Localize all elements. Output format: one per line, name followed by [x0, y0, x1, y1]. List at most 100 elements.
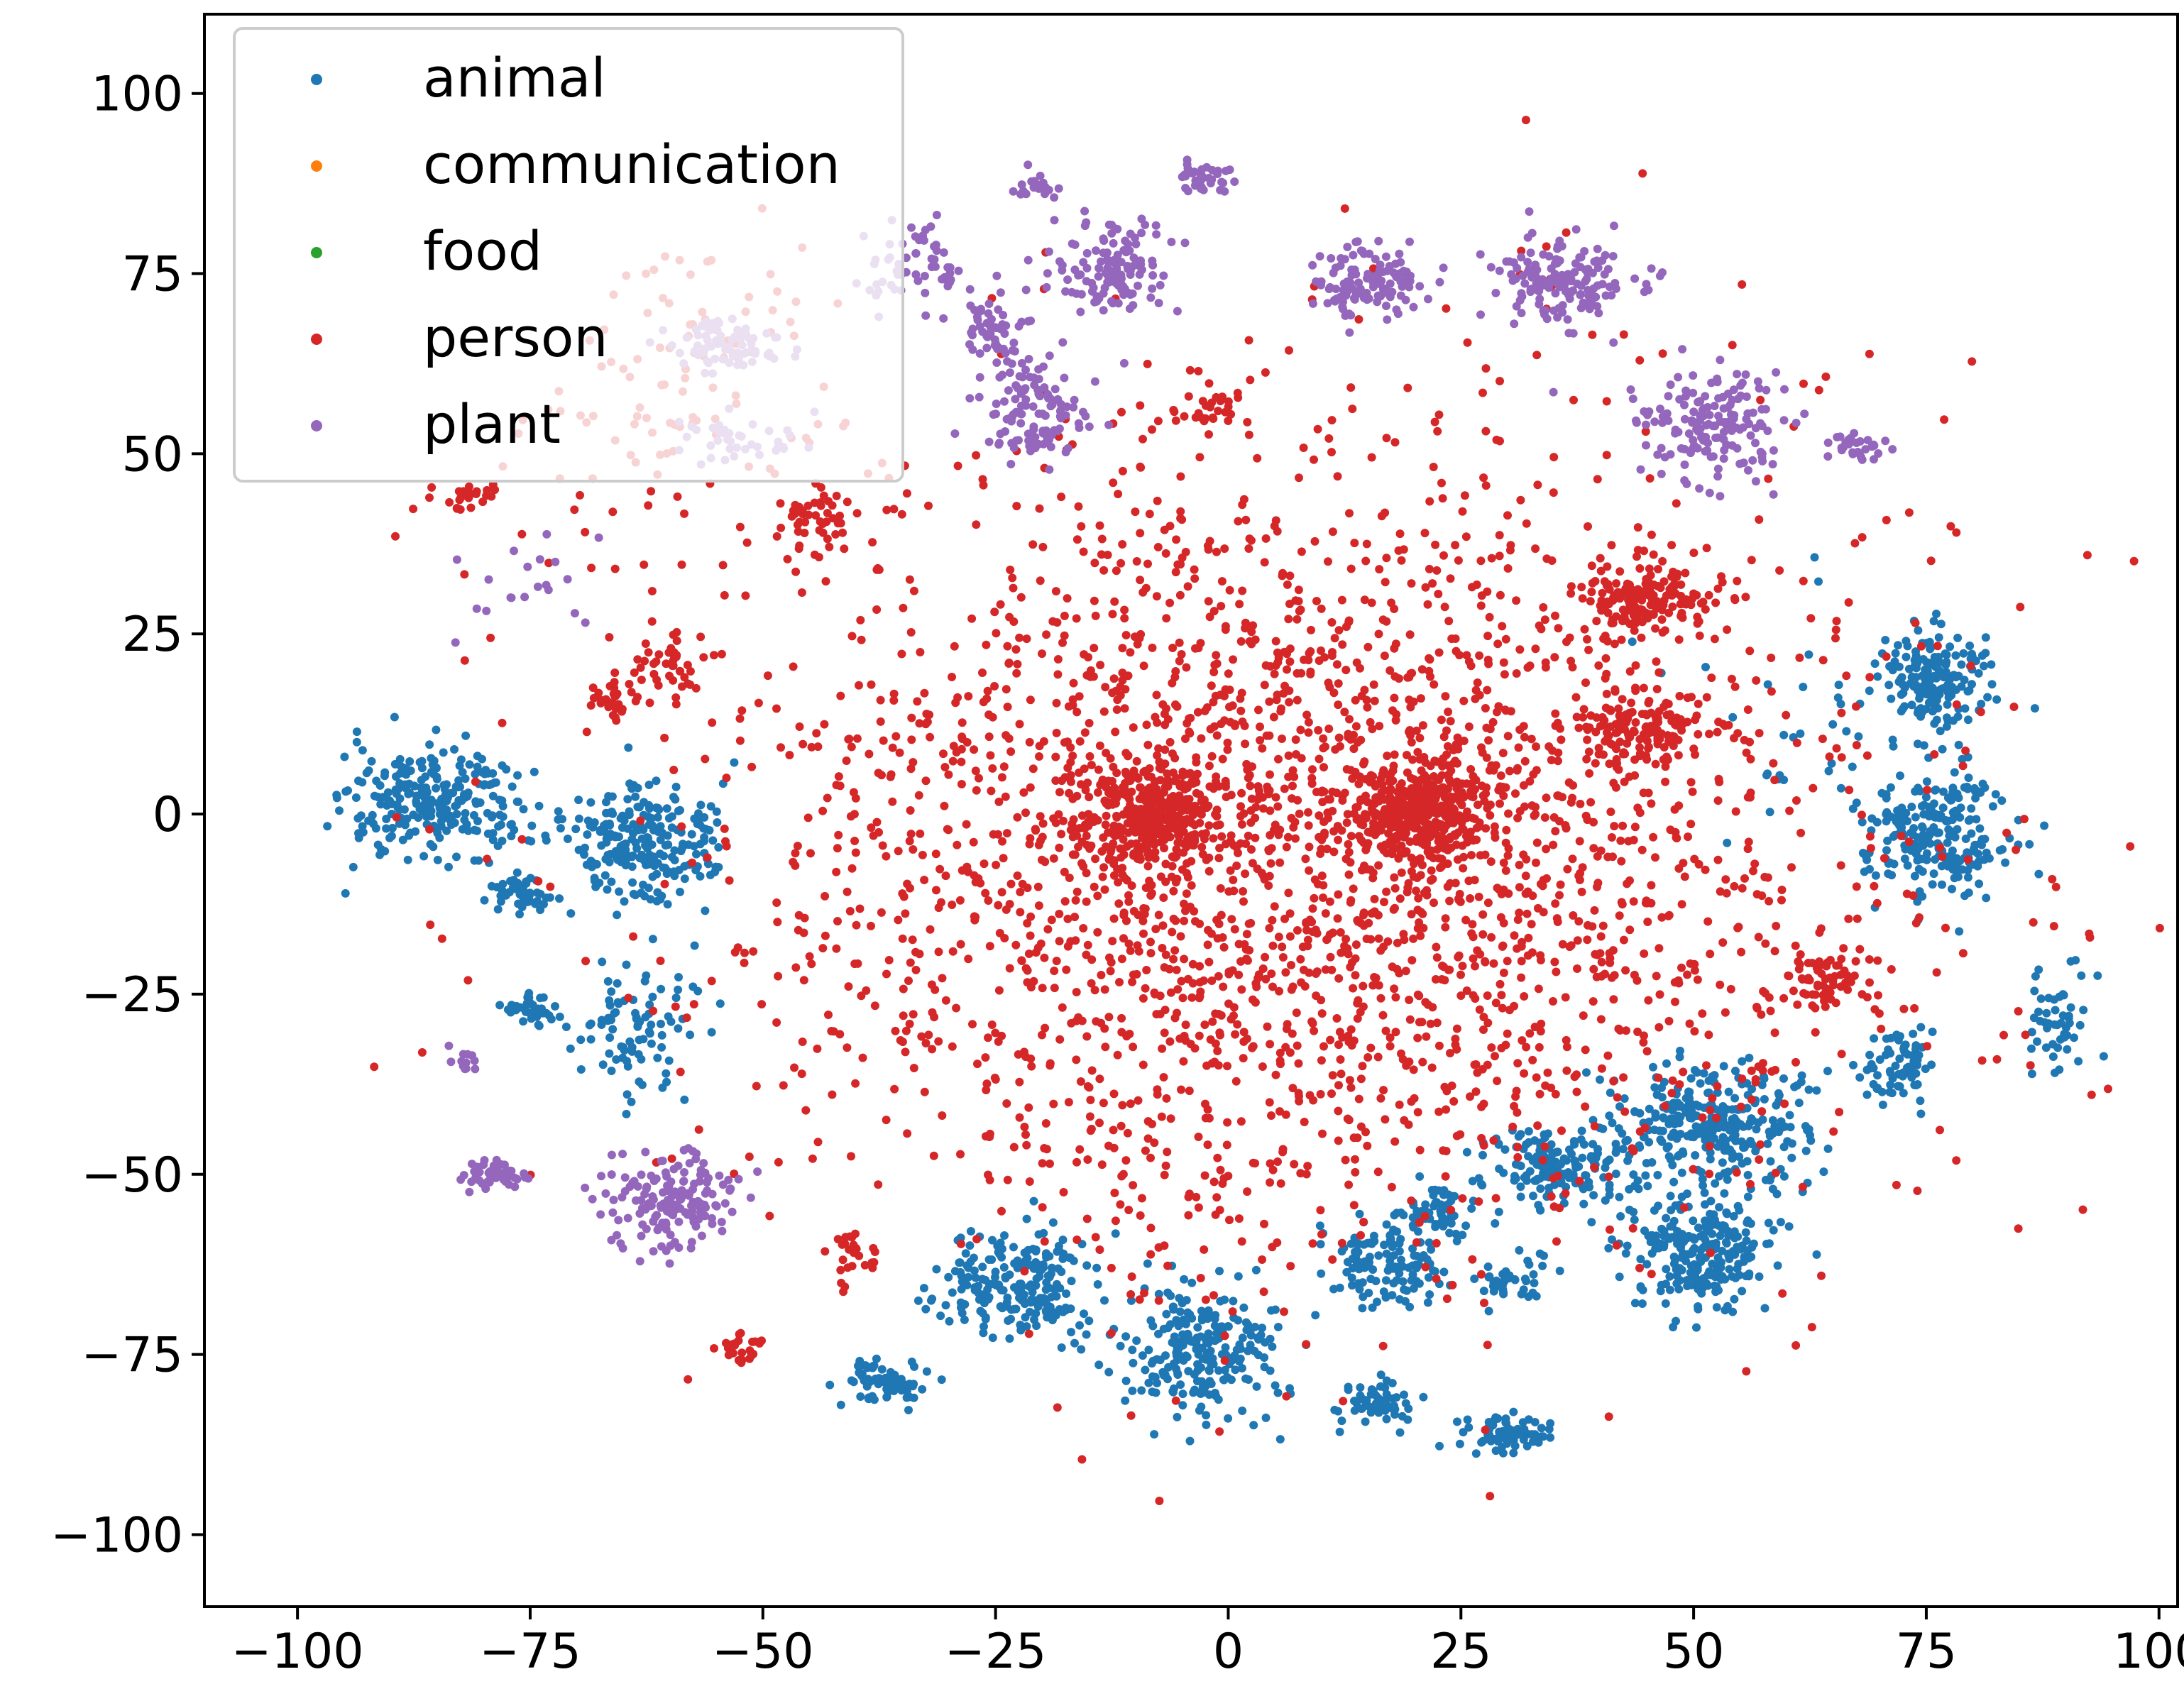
point-animal: [1730, 1130, 1740, 1140]
point-animal: [1244, 1346, 1253, 1355]
point-animal: [1630, 1107, 1640, 1116]
point-person: [680, 509, 688, 518]
point-animal: [527, 821, 537, 830]
point-animal: [1932, 661, 1941, 671]
point-person: [1082, 897, 1091, 906]
point-animal: [1787, 1153, 1796, 1162]
point-animal: [1357, 1404, 1366, 1413]
point-person: [1293, 695, 1302, 705]
point-person: [985, 1129, 994, 1138]
point-person: [1100, 885, 1109, 894]
point-person: [1324, 557, 1332, 566]
point-person: [1253, 864, 1262, 874]
point-animal: [941, 1301, 950, 1310]
point-animal: [1713, 1253, 1723, 1262]
point-person: [740, 948, 749, 957]
point-animal: [1025, 1307, 1034, 1316]
point-person: [1425, 497, 1434, 506]
point-person: [1547, 756, 1556, 764]
point-person: [1400, 1116, 1409, 1125]
point-person: [972, 786, 981, 795]
point-person: [1213, 1047, 1222, 1055]
point-animal: [1421, 1200, 1430, 1209]
point-animal: [1955, 857, 1965, 866]
point-person: [1160, 963, 1169, 972]
point-person: [1533, 480, 1542, 490]
point-person: [1087, 955, 1097, 964]
point-person: [1417, 665, 1427, 674]
point-animal: [1067, 1328, 1075, 1337]
point-person: [1617, 635, 1626, 644]
point-animal: [1005, 1334, 1014, 1343]
point-person: [1038, 1159, 1047, 1168]
point-person: [1391, 639, 1400, 649]
point-person: [1006, 566, 1015, 574]
point-person: [1390, 984, 1399, 994]
point-person: [1880, 854, 1889, 863]
point-person: [979, 859, 989, 869]
point-animal: [1703, 1120, 1712, 1129]
point-person: [856, 615, 865, 624]
point-animal: [1948, 846, 1957, 855]
point-animal: [1849, 1060, 1858, 1069]
point-person: [1617, 898, 1626, 907]
point-animal: [1058, 1307, 1068, 1316]
point-animal: [1909, 1029, 1918, 1038]
point-person: [1205, 866, 1214, 876]
point-animal: [1694, 1304, 1703, 1314]
point-person: [2155, 923, 2164, 932]
point-person: [1852, 702, 1860, 711]
point-animal: [539, 993, 548, 1002]
point-person: [907, 713, 916, 722]
point-animal: [1937, 862, 1946, 871]
point-animal: [1963, 784, 1972, 793]
point-animal: [1535, 1249, 1544, 1258]
point-person: [1304, 717, 1313, 727]
point-person: [1099, 707, 1109, 716]
point-animal: [1483, 1262, 1493, 1271]
point-person: [1287, 985, 1296, 994]
point-animal: [1379, 1287, 1388, 1297]
point-animal: [1916, 1096, 1925, 1106]
point-animal: [1911, 813, 1920, 822]
point-person: [1169, 914, 1178, 923]
point-animal: [2044, 994, 2053, 1003]
point-animal: [1657, 1083, 1666, 1092]
point-animal: [1786, 1123, 1795, 1132]
point-person: [1242, 930, 1251, 939]
point-person: [1489, 1136, 1498, 1145]
point-animal: [1975, 879, 1984, 888]
point-animal: [2065, 1018, 2074, 1028]
point-person: [1031, 826, 1041, 835]
point-animal: [659, 863, 668, 872]
point-person: [1278, 734, 1286, 743]
point-animal: [981, 1313, 990, 1322]
point-person: [1442, 1105, 1451, 1114]
point-person: [1114, 490, 1123, 499]
point-animal: [2040, 821, 2049, 830]
point-person: [1143, 740, 1153, 749]
point-person: [1340, 204, 1349, 213]
point-person: [1491, 1052, 1499, 1061]
point-animal: [1729, 1211, 1738, 1221]
point-person: [1153, 718, 1162, 727]
point-animal: [1752, 1125, 1761, 1134]
point-person: [1229, 655, 1238, 664]
point-person: [973, 1060, 982, 1069]
point-person: [1195, 1031, 1204, 1040]
point-person: [1324, 725, 1334, 733]
point-person: [1932, 968, 1941, 977]
point-animal: [1697, 1167, 1706, 1177]
point-animal: [1390, 1401, 1398, 1410]
point-animal: [922, 1367, 931, 1376]
point-person: [1348, 405, 1357, 414]
point-animal: [1943, 700, 1952, 709]
point-person: [1359, 981, 1368, 991]
point-person: [1407, 956, 1417, 965]
point-animal: [653, 888, 662, 897]
point-animal: [1671, 1255, 1679, 1265]
point-person: [1437, 975, 1447, 984]
point-person: [1432, 942, 1441, 952]
point-animal: [1431, 1199, 1440, 1208]
point-person: [1136, 576, 1145, 585]
